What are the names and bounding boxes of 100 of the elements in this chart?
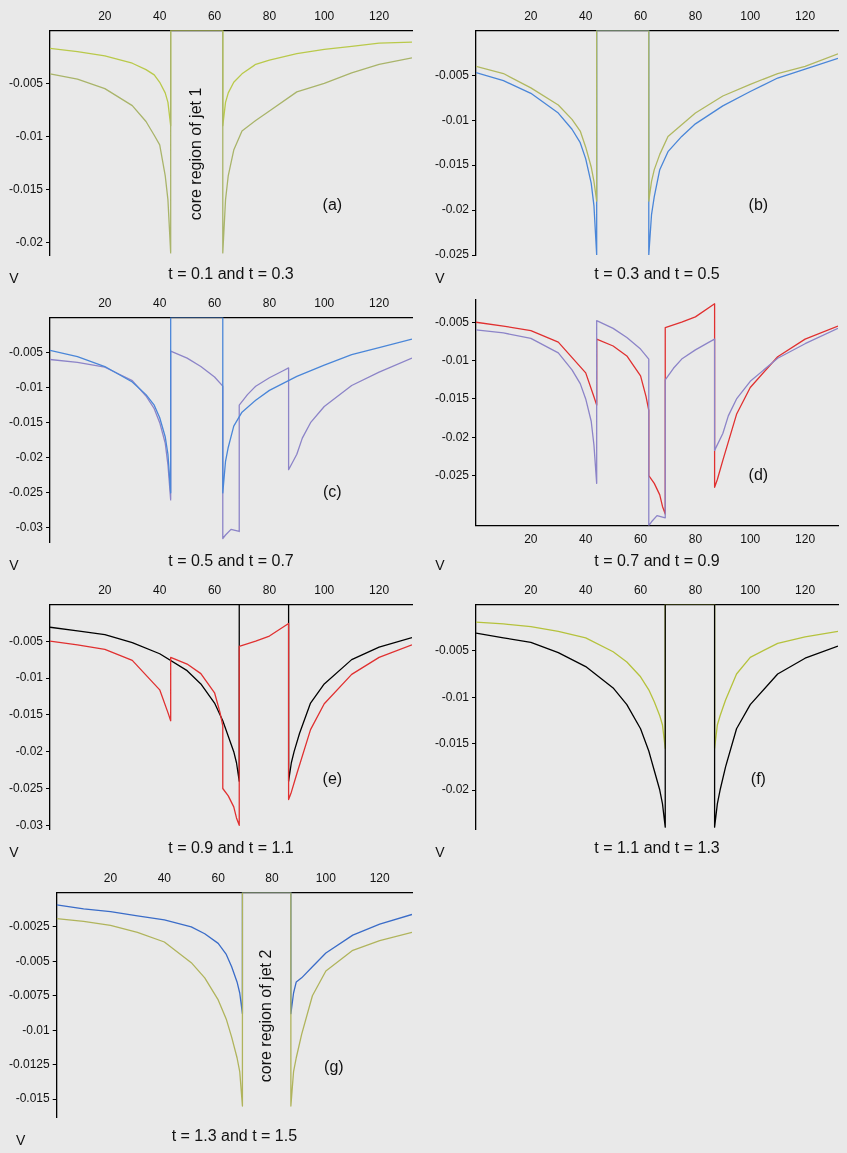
x-tick-label: 100	[315, 870, 337, 885]
y-tick-label: -0.0025	[9, 919, 51, 934]
x-tick-label: 100	[314, 8, 335, 23]
x-tick-label: 60	[633, 532, 648, 547]
y-tick-label: -0.01	[15, 670, 44, 685]
y-tick-label: -0.015	[434, 391, 470, 406]
x-axis-title: t = 1.3 and t = 1.5	[171, 1127, 298, 1144]
x-axis-title: t = 0.1 and t = 0.3	[168, 265, 294, 282]
y-tick-label: -0.025	[8, 780, 44, 795]
y-tick-label: -0.01	[441, 689, 470, 704]
x-tick-label: 20	[98, 582, 112, 597]
y-tick-label: -0.03	[15, 817, 44, 832]
y-tick-label: -0.01	[441, 112, 470, 127]
x-tick-label: 80	[262, 8, 277, 23]
x-tick-label: 40	[157, 870, 172, 885]
x-tick-label: 120	[795, 582, 816, 597]
y-tick-label: -0.005	[434, 67, 470, 82]
y-tick-label: -0.015	[434, 735, 470, 750]
annotation: (d)	[748, 466, 769, 484]
y-tick-label: -0.0075	[9, 988, 51, 1003]
x-tick-label: 120	[795, 532, 816, 547]
y-tick-label: -0.02	[15, 743, 44, 758]
annotation: (g)	[324, 1057, 344, 1075]
y-tick-label: -0.02	[441, 202, 470, 217]
x-tick-label: 120	[369, 582, 390, 597]
x-tick-label: 40	[153, 8, 167, 23]
x-tick-label: 80	[265, 870, 280, 885]
annotation: core region of jet 1	[187, 87, 205, 221]
y-axis-title: V	[16, 1132, 27, 1148]
x-tick-label: 60	[207, 582, 222, 597]
y-axis-title: V	[9, 844, 20, 860]
x-tick-label: 80	[688, 8, 703, 23]
x-tick-label: 80	[688, 532, 703, 547]
x-tick-label: 20	[524, 582, 538, 597]
x-tick-label: 60	[211, 870, 226, 885]
x-tick-label: 60	[633, 8, 648, 23]
x-tick-label: 120	[369, 295, 390, 310]
x-tick-label: 80	[688, 582, 703, 597]
x-tick-label: 100	[740, 532, 761, 547]
y-axis-title: V	[9, 557, 20, 573]
x-tick-label: 120	[369, 870, 391, 885]
y-tick-label: -0.01	[15, 379, 44, 394]
y-tick-label: -0.01	[441, 352, 470, 367]
y-tick-label: -0.01	[22, 1022, 51, 1037]
x-axis-title: t = 0.5 and t = 0.7	[168, 552, 294, 569]
y-tick-label: -0.025	[434, 468, 470, 483]
x-tick-label: 120	[795, 8, 816, 23]
y-tick-label: -0.015	[8, 181, 44, 196]
x-axis-title: t = 0.9 and t = 1.1	[168, 839, 294, 856]
y-tick-label: -0.025	[434, 247, 470, 262]
x-tick-label: 20	[98, 295, 112, 310]
y-tick-label: -0.02	[15, 450, 44, 465]
annotation: (e)	[322, 769, 343, 787]
x-tick-label: 20	[103, 870, 118, 885]
x-tick-label: 100	[314, 295, 335, 310]
x-tick-label: 40	[579, 532, 593, 547]
y-tick-label: -0.005	[8, 633, 44, 648]
y-tick-label: -0.005	[8, 75, 44, 90]
y-tick-label: -0.015	[8, 707, 44, 722]
y-tick-label: -0.01	[15, 128, 44, 143]
y-tick-label: -0.02	[15, 234, 44, 249]
x-tick-label: 40	[153, 582, 167, 597]
x-tick-label: 60	[633, 582, 648, 597]
y-tick-label: -0.02	[441, 782, 470, 797]
x-tick-label: 80	[262, 295, 277, 310]
x-tick-label: 20	[98, 8, 112, 23]
x-tick-label: 20	[524, 8, 538, 23]
annotation: core region of jet 2	[257, 949, 275, 1083]
x-axis-title: t = 0.7 and t = 0.9	[594, 552, 720, 569]
y-axis-title: V	[435, 557, 446, 573]
y-tick-label: -0.015	[8, 414, 44, 429]
x-tick-label: 80	[262, 582, 277, 597]
y-axis-title: V	[435, 270, 446, 286]
x-tick-label: 60	[207, 295, 222, 310]
y-tick-label: -0.03	[15, 520, 44, 535]
y-tick-label: -0.015	[15, 1091, 51, 1106]
y-tick-label: -0.005	[434, 643, 470, 658]
y-tick-label: -0.025	[8, 485, 44, 500]
y-tick-label: -0.005	[434, 314, 470, 329]
y-tick-label: -0.005	[15, 953, 51, 968]
annotation: (f)	[750, 769, 766, 787]
x-tick-label: 100	[314, 582, 335, 597]
y-tick-label: -0.0125	[9, 1056, 51, 1071]
y-tick-label: -0.005	[8, 344, 44, 359]
y-tick-label: -0.015	[434, 157, 470, 172]
x-tick-label: 40	[579, 582, 593, 597]
x-axis-title: t = 0.3 and t = 0.5	[594, 265, 720, 282]
x-tick-label: 20	[524, 532, 538, 547]
x-tick-label: 40	[153, 295, 167, 310]
x-tick-label: 100	[740, 8, 761, 23]
x-tick-label: 120	[369, 8, 390, 23]
x-tick-label: 60	[207, 8, 222, 23]
x-tick-label: 40	[579, 8, 593, 23]
y-axis-title: V	[435, 844, 446, 860]
x-axis-title: t = 1.1 and t = 1.3	[594, 839, 720, 856]
annotation: (a)	[322, 195, 343, 213]
x-tick-label: 100	[740, 582, 761, 597]
y-axis-title: V	[9, 270, 20, 286]
y-tick-label: -0.02	[441, 429, 470, 444]
annotation: (b)	[748, 195, 769, 213]
